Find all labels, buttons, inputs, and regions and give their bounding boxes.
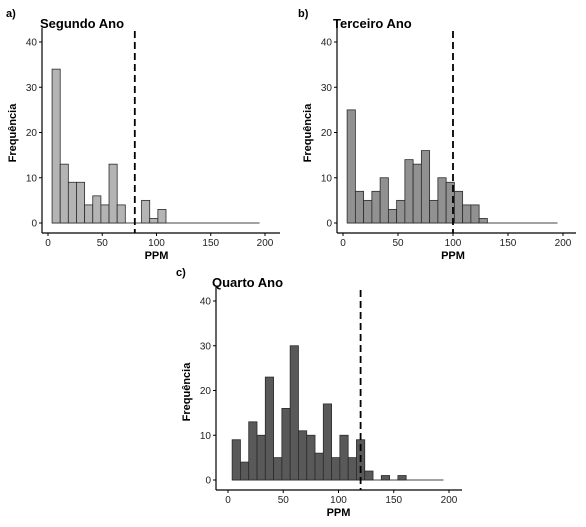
histogram-bar bbox=[379, 177, 389, 224]
x-tick-label: 200 bbox=[441, 495, 458, 506]
y-tick-label: 0 bbox=[326, 219, 332, 230]
histogram-bar bbox=[298, 430, 308, 481]
y-tick-label: 40 bbox=[200, 297, 212, 308]
histogram-panel-2: b) Terceiro Ano Frequência PPM 0 10 20 30 40 0 50 1… bbox=[298, 8, 576, 262]
x-tick-label: 100 bbox=[148, 238, 165, 249]
histogram-bar bbox=[248, 421, 258, 481]
histogram-bar bbox=[231, 439, 241, 481]
histogram-bar bbox=[149, 218, 159, 224]
y-tick-label: 20 bbox=[200, 386, 212, 397]
y-tick-label: 0 bbox=[31, 219, 37, 230]
histogram-bar bbox=[397, 475, 407, 481]
histogram-bar bbox=[141, 199, 151, 224]
x-tick-label: 0 bbox=[340, 238, 346, 249]
histogram-bar bbox=[387, 209, 398, 224]
histogram-bar bbox=[289, 345, 299, 481]
y-tick-label: 40 bbox=[321, 38, 333, 49]
histogram-bar bbox=[380, 475, 391, 481]
x-tick-label: 0 bbox=[225, 495, 231, 506]
histogram-bar bbox=[108, 163, 118, 224]
y-tick-label: 10 bbox=[200, 431, 212, 442]
panel-letter: c) bbox=[176, 267, 186, 279]
x-tick-label: 0 bbox=[45, 238, 51, 249]
histogram-bar bbox=[306, 434, 316, 481]
histogram-panel-1: a) Segundo Ano Frequência PPM 0 10 20 30 40 0 50 10… bbox=[6, 8, 280, 262]
x-tick-label: 50 bbox=[97, 238, 109, 249]
histogram-bar bbox=[470, 204, 480, 224]
histogram-bar bbox=[363, 199, 373, 224]
histogram-bar bbox=[331, 457, 341, 481]
histogram-panel-3: c) Quarto Ano Frequência PPM 0 10 20 30 40 0 50 100… bbox=[176, 267, 462, 519]
histogram-bar bbox=[429, 199, 439, 224]
y-tick-label: 40 bbox=[26, 38, 38, 49]
histogram-bar bbox=[354, 190, 365, 224]
x-axis-label: PPM bbox=[327, 507, 351, 519]
y-tick-label: 20 bbox=[321, 128, 333, 139]
y-tick-label: 20 bbox=[26, 128, 38, 139]
histogram-bar bbox=[346, 109, 356, 224]
histogram-bar bbox=[157, 209, 167, 224]
histogram-bar bbox=[371, 190, 381, 224]
panel-title: Quarto Ano bbox=[212, 275, 283, 290]
histogram-bar bbox=[322, 403, 332, 481]
histogram-bar bbox=[92, 195, 102, 224]
y-axis-label: Frequência bbox=[302, 103, 314, 163]
histogram-bar bbox=[412, 163, 422, 224]
x-tick-label: 200 bbox=[555, 238, 572, 249]
histogram-bar bbox=[84, 204, 94, 224]
histogram-bar bbox=[240, 461, 250, 481]
histogram-bar bbox=[264, 376, 274, 481]
histogram-bar bbox=[453, 190, 464, 224]
panel-title: Segundo Ano bbox=[40, 16, 124, 31]
histogram-bar bbox=[281, 407, 291, 481]
histogram-bar bbox=[67, 181, 77, 224]
histogram-bar bbox=[420, 150, 431, 224]
panel-title: Terceiro Ano bbox=[333, 16, 412, 31]
x-tick-label: 200 bbox=[257, 238, 274, 249]
x-tick-label: 150 bbox=[202, 238, 219, 249]
panel-letter: b) bbox=[298, 8, 309, 20]
y-tick-label: 30 bbox=[26, 83, 38, 94]
x-tick-label: 100 bbox=[330, 495, 347, 506]
histogram-bar bbox=[256, 434, 266, 481]
histogram-bar bbox=[339, 434, 349, 481]
x-tick-label: 100 bbox=[445, 238, 462, 249]
histogram-bar bbox=[100, 204, 110, 224]
x-axis-label: PPM bbox=[145, 250, 169, 262]
y-tick-label: 0 bbox=[205, 476, 211, 487]
x-tick-label: 150 bbox=[500, 238, 517, 249]
x-axis-label: PPM bbox=[441, 250, 465, 262]
histogram-bar bbox=[273, 457, 283, 481]
panel-letter: a) bbox=[6, 8, 16, 20]
x-tick-label: 50 bbox=[278, 495, 290, 506]
histogram-bar bbox=[396, 199, 406, 224]
y-tick-label: 10 bbox=[26, 173, 38, 184]
histogram-bar bbox=[116, 204, 126, 224]
y-axis-label: Frequência bbox=[181, 362, 193, 422]
x-tick-label: 150 bbox=[385, 495, 402, 506]
histogram-bar bbox=[347, 457, 357, 481]
histogram-bar bbox=[364, 470, 374, 481]
histogram-bar bbox=[462, 204, 472, 224]
y-tick-label: 30 bbox=[200, 341, 212, 352]
histogram-bar bbox=[437, 177, 447, 224]
histogram-bar bbox=[478, 218, 488, 224]
histogram-bar bbox=[404, 159, 414, 224]
histogram-bar bbox=[51, 68, 61, 224]
x-tick-label: 50 bbox=[392, 238, 404, 249]
y-tick-label: 30 bbox=[321, 83, 333, 94]
histogram-bar bbox=[76, 181, 86, 224]
y-tick-label: 10 bbox=[321, 173, 333, 184]
y-axis-label: Frequência bbox=[7, 103, 19, 163]
histogram-bar bbox=[59, 163, 69, 224]
histogram-bar bbox=[314, 452, 324, 481]
